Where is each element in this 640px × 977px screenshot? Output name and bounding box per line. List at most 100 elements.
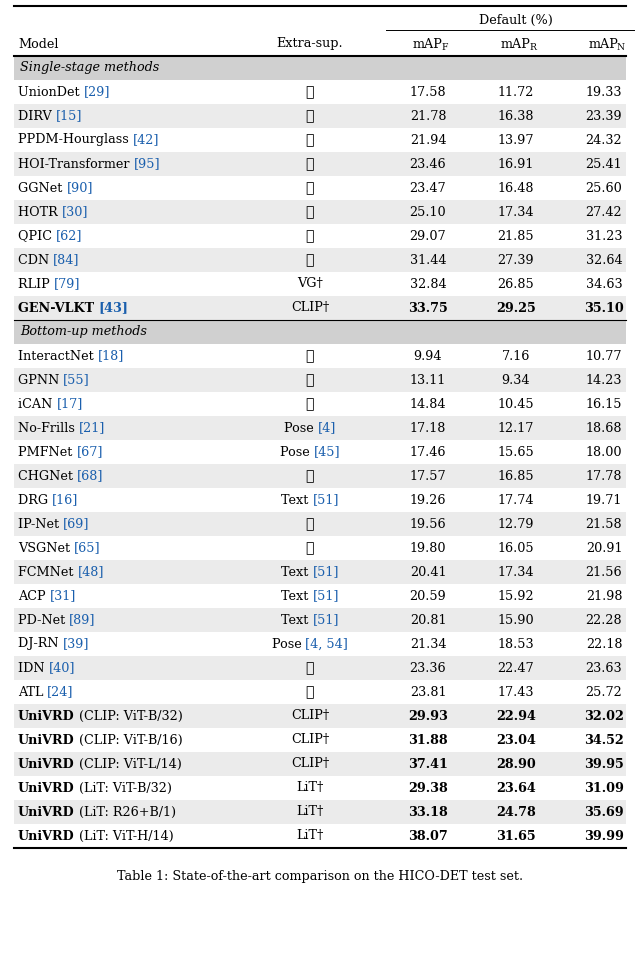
Text: 31.44: 31.44 — [410, 253, 446, 267]
Text: 21.98: 21.98 — [586, 589, 622, 603]
Text: CLIP†: CLIP† — [291, 757, 329, 771]
Text: 32.84: 32.84 — [410, 277, 446, 290]
Text: 23.39: 23.39 — [586, 109, 622, 122]
Text: [65]: [65] — [74, 541, 100, 555]
Bar — [14, 488, 626, 512]
Text: 21.85: 21.85 — [498, 230, 534, 242]
Text: 7.16: 7.16 — [502, 350, 530, 362]
Text: N: N — [617, 43, 625, 52]
Text: ✗: ✗ — [306, 397, 314, 411]
Bar — [14, 320, 626, 344]
Text: 39.95: 39.95 — [584, 757, 624, 771]
Bar — [14, 464, 626, 488]
Text: 12.17: 12.17 — [498, 421, 534, 435]
Text: 22.94: 22.94 — [496, 709, 536, 723]
Text: 21.78: 21.78 — [410, 109, 446, 122]
Text: FCMNet: FCMNet — [18, 566, 77, 578]
Text: [4, 54]: [4, 54] — [305, 638, 348, 651]
Text: 18.00: 18.00 — [586, 446, 622, 458]
Text: F: F — [441, 43, 447, 52]
Text: 23.04: 23.04 — [496, 734, 536, 746]
Text: UniVRD: UniVRD — [18, 829, 75, 842]
Text: ACP: ACP — [18, 589, 50, 603]
Text: 19.56: 19.56 — [410, 518, 446, 531]
Text: [45]: [45] — [314, 446, 340, 458]
Text: [55]: [55] — [63, 373, 90, 387]
Text: 24.32: 24.32 — [586, 134, 622, 147]
Text: 17.34: 17.34 — [498, 566, 534, 578]
Text: (LiT: R26+B/1): (LiT: R26+B/1) — [75, 805, 176, 819]
Text: [62]: [62] — [56, 230, 83, 242]
Text: ✗: ✗ — [306, 373, 314, 387]
Text: 20.41: 20.41 — [410, 566, 446, 578]
Text: 29.38: 29.38 — [408, 782, 448, 794]
Text: [51]: [51] — [312, 614, 339, 626]
Text: GEN-VLKT: GEN-VLKT — [18, 302, 99, 315]
Text: 27.39: 27.39 — [498, 253, 534, 267]
Text: 25.41: 25.41 — [586, 157, 622, 171]
Text: [84]: [84] — [53, 253, 80, 267]
Text: LiT†: LiT† — [296, 829, 324, 842]
Text: CHGNet: CHGNet — [18, 470, 77, 483]
Bar — [14, 512, 626, 536]
Text: ✗: ✗ — [306, 661, 314, 675]
Text: [31]: [31] — [50, 589, 76, 603]
Text: [51]: [51] — [312, 493, 339, 506]
Text: DIRV: DIRV — [18, 109, 56, 122]
Text: CLIP†: CLIP† — [291, 302, 329, 315]
Bar — [14, 824, 626, 848]
Text: 16.48: 16.48 — [498, 182, 534, 194]
Text: 29.07: 29.07 — [410, 230, 446, 242]
Text: 14.23: 14.23 — [586, 373, 622, 387]
Text: 13.11: 13.11 — [410, 373, 446, 387]
Text: [42]: [42] — [132, 134, 159, 147]
Text: 10.45: 10.45 — [498, 398, 534, 410]
Text: 17.58: 17.58 — [410, 86, 446, 99]
Text: 28.90: 28.90 — [496, 757, 536, 771]
Text: (CLIP: ViT-B/32): (CLIP: ViT-B/32) — [75, 709, 182, 723]
Text: 23.47: 23.47 — [410, 182, 446, 194]
Text: Text: Text — [281, 589, 312, 603]
Text: PPDM-Hourglass: PPDM-Hourglass — [18, 134, 132, 147]
Text: 23.36: 23.36 — [410, 661, 446, 674]
Text: [30]: [30] — [61, 205, 88, 219]
Text: IDN: IDN — [18, 661, 49, 674]
Text: Text: Text — [281, 493, 312, 506]
Text: HOTR: HOTR — [18, 205, 61, 219]
Bar — [14, 104, 626, 128]
Text: No-Frills: No-Frills — [18, 421, 79, 435]
Text: (LiT: ViT-B/32): (LiT: ViT-B/32) — [75, 782, 172, 794]
Text: ✗: ✗ — [306, 205, 314, 219]
Text: 37.41: 37.41 — [408, 757, 448, 771]
Text: CLIP†: CLIP† — [291, 709, 329, 723]
Text: ✗: ✗ — [306, 349, 314, 363]
Text: 34.63: 34.63 — [586, 277, 622, 290]
Text: 32.02: 32.02 — [584, 709, 624, 723]
Text: UniVRD: UniVRD — [18, 709, 75, 723]
Text: R: R — [529, 43, 536, 52]
Text: [95]: [95] — [134, 157, 160, 171]
Text: 19.80: 19.80 — [410, 541, 446, 555]
Text: Text: Text — [281, 614, 312, 626]
Text: 31.88: 31.88 — [408, 734, 448, 746]
Text: UniVRD: UniVRD — [18, 782, 75, 794]
Bar — [14, 152, 626, 176]
Text: mAP: mAP — [589, 37, 619, 51]
Text: 19.26: 19.26 — [410, 493, 446, 506]
Text: ✗: ✗ — [306, 85, 314, 99]
Text: [51]: [51] — [312, 589, 339, 603]
Text: 22.28: 22.28 — [586, 614, 622, 626]
Text: [43]: [43] — [99, 302, 129, 315]
Text: 16.05: 16.05 — [498, 541, 534, 555]
Text: ✗: ✗ — [306, 253, 314, 267]
Text: GGNet: GGNet — [18, 182, 67, 194]
Text: 23.64: 23.64 — [496, 782, 536, 794]
Text: 16.15: 16.15 — [586, 398, 622, 410]
Text: mAP: mAP — [501, 37, 531, 51]
Text: 15.65: 15.65 — [498, 446, 534, 458]
Text: GPNN: GPNN — [18, 373, 63, 387]
Text: [89]: [89] — [69, 614, 96, 626]
Text: 19.71: 19.71 — [586, 493, 622, 506]
Bar — [14, 296, 626, 320]
Text: 23.81: 23.81 — [410, 686, 446, 699]
